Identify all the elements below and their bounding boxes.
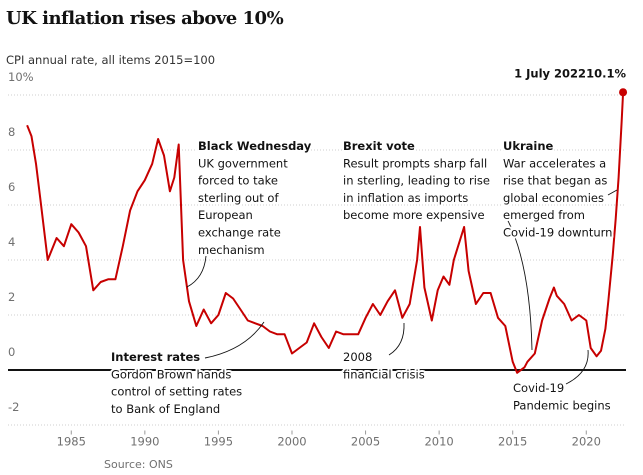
annotation: 2008 financial crisis bbox=[341, 348, 427, 383]
annotation: Interest rates Gordon Brown hands control … bbox=[109, 348, 244, 418]
annotation-line: Gordon Brown hands bbox=[111, 367, 231, 381]
annotation-line: global economies bbox=[503, 191, 604, 205]
annotation-line: rise that began as bbox=[503, 174, 607, 188]
annotation-title: Interest rates bbox=[111, 350, 200, 364]
y-tick-label: 0 bbox=[8, 345, 15, 359]
leader-line bbox=[388, 322, 405, 356]
x-tick-label: 2015 bbox=[498, 435, 527, 449]
y-tick-label: 2 bbox=[8, 290, 15, 304]
annotation-line: Pandemic begins bbox=[513, 398, 611, 412]
annotation: Black Wednesday UK government forced to ta… bbox=[196, 137, 314, 259]
y-tick-label: -2 bbox=[8, 400, 19, 414]
annotation-line: in inflation as imports bbox=[343, 191, 468, 205]
annotation-line: Covid-19 downturn bbox=[503, 226, 612, 240]
annotation: Covid-19 Pandemic begins bbox=[511, 379, 613, 414]
annotation-line: become more expensive bbox=[343, 208, 485, 222]
annotation-line: in sterling, leading to rise bbox=[343, 174, 490, 188]
y-tick-label: 6 bbox=[8, 180, 15, 194]
annotation-title: Black Wednesday bbox=[198, 139, 312, 153]
annotation-line: sterling out of bbox=[198, 191, 279, 205]
y-tick-label: 8 bbox=[8, 125, 15, 139]
annotation-line: mechanism bbox=[198, 243, 265, 257]
chart-subtitle: CPI annual rate, all items 2015=100 bbox=[6, 53, 215, 67]
end-value-label: 10.1% bbox=[586, 66, 626, 80]
annotation-line: exchange rate bbox=[198, 226, 281, 240]
grid: -2 0 2 4 6 8 10% 1985 1990 1995 2000 2005 2010 2015 20… bbox=[8, 70, 626, 449]
leader-line bbox=[565, 349, 589, 385]
annotation-line: Result prompts sharp fall bbox=[343, 156, 487, 170]
annotation-line: financial crisis bbox=[343, 367, 425, 381]
annotation-title: 2008 bbox=[343, 350, 372, 364]
annotation-title: Covid-19 bbox=[513, 381, 564, 395]
annotation-line: emerged from bbox=[503, 208, 585, 222]
x-tick-label: 1995 bbox=[204, 435, 233, 449]
leader-line bbox=[204, 321, 265, 359]
chart-title: UK inflation rises above 10% bbox=[6, 8, 284, 29]
annotation: Brexit vote Result prompts sharp fall in s… bbox=[341, 137, 492, 224]
annotation-line: control of setting rates bbox=[111, 385, 242, 399]
annotation-line: European bbox=[198, 208, 253, 222]
x-tick-label: 1985 bbox=[57, 435, 86, 449]
x-tick-label: 1990 bbox=[130, 435, 159, 449]
annotation-line: UK government bbox=[198, 156, 288, 170]
source: Source: ONS bbox=[104, 458, 173, 471]
annotation-line: forced to take bbox=[198, 174, 278, 188]
leader-line bbox=[186, 255, 207, 288]
annotation-title: Ukraine bbox=[503, 139, 554, 153]
x-tick-label: 2010 bbox=[424, 435, 453, 449]
leader-line bbox=[504, 214, 533, 351]
x-tick-label: 2005 bbox=[351, 435, 380, 449]
end-dot bbox=[619, 88, 628, 97]
end-date-label: 1 July 2022 bbox=[514, 66, 586, 80]
annotation: Ukraine War accelerates a rise that began … bbox=[501, 137, 614, 242]
leader-line bbox=[607, 189, 618, 196]
leader-lines bbox=[186, 189, 618, 385]
x-tick-label: 2020 bbox=[572, 435, 601, 449]
line bbox=[26, 92, 625, 374]
x-tick-label: 2000 bbox=[277, 435, 306, 449]
y-tick-label: 4 bbox=[8, 235, 15, 249]
annotation-line: to Bank of England bbox=[111, 402, 220, 416]
y-tick-label: 10% bbox=[8, 70, 34, 84]
annotation-title: Brexit vote bbox=[343, 139, 415, 153]
annotation-line: War accelerates a bbox=[503, 156, 606, 170]
